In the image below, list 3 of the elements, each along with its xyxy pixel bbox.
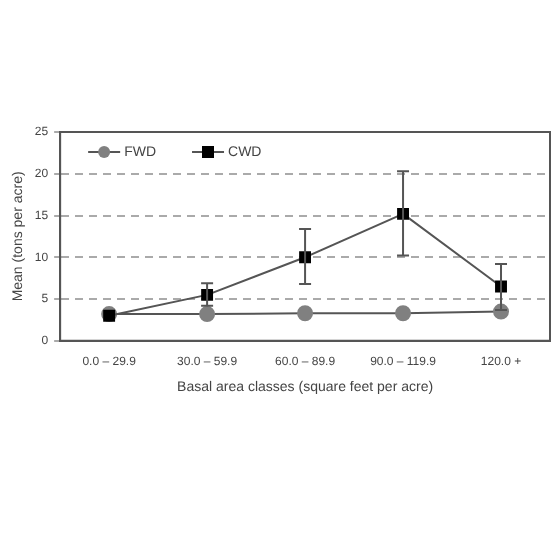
point [297,305,314,322]
point [199,306,216,323]
point [395,305,412,322]
